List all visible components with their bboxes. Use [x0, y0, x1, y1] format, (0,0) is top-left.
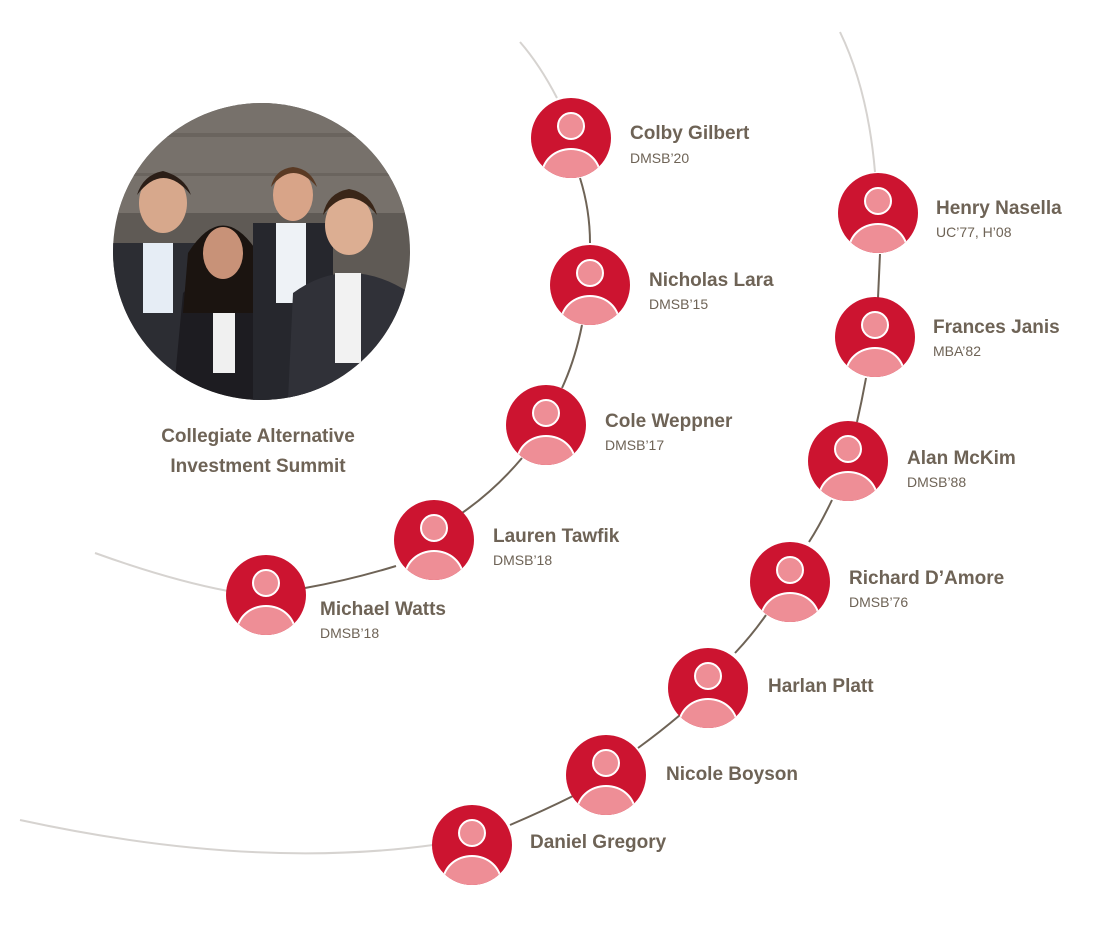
connector-lauren-michael: [304, 565, 397, 589]
caption-line-2: Investment Summit: [170, 456, 346, 477]
person-name-daniel-gregory[interactable]: Daniel Gregory: [530, 832, 667, 853]
person-class-michael-watts: DMSB’18: [320, 625, 380, 641]
person-body-icon: [818, 471, 878, 501]
person-name-richard-damore[interactable]: Richard D’Amore: [849, 568, 1005, 589]
right-outer-arc-bottom: [19, 819, 434, 855]
left-outer-arc-bottom: [94, 552, 229, 592]
avatar-lauren-tawfik[interactable]: [394, 500, 474, 580]
avatar-alan-mckim[interactable]: [808, 421, 888, 501]
person-head-icon: [776, 556, 804, 584]
person-body-icon: [541, 148, 601, 178]
person-name-nicole-boyson[interactable]: Nicole Boyson: [666, 764, 798, 785]
person-body-icon: [516, 435, 576, 465]
person-head-icon: [252, 569, 280, 597]
person-head-icon: [557, 112, 585, 140]
person-name-michael-watts[interactable]: Michael Watts: [320, 599, 446, 620]
person-name-colby-gilbert[interactable]: Colby Gilbert: [630, 123, 750, 144]
person-head-icon: [458, 819, 486, 847]
person-body-icon: [404, 550, 464, 580]
connector-frances-alan: [856, 377, 867, 423]
left-outer-arc-top: [519, 41, 558, 99]
person-body-icon: [678, 698, 738, 728]
person-head-icon: [694, 662, 722, 690]
connector-henry-frances: [877, 253, 881, 299]
connector-alan-richard: [808, 499, 833, 543]
person-name-alan-mckim[interactable]: Alan McKim: [907, 448, 1016, 469]
avatar-nicholas-lara[interactable]: [550, 245, 630, 325]
connector-nicholas-cole: [561, 324, 583, 389]
person-head-icon: [420, 514, 448, 542]
person-class-richard-damore: DMSB’76: [849, 594, 909, 610]
avatar-michael-watts[interactable]: [226, 555, 306, 635]
connector-cole-lauren: [461, 457, 523, 514]
connector-harlan-nicole: [637, 714, 681, 749]
person-name-harlan-platt[interactable]: Harlan Platt: [768, 676, 874, 697]
person-class-cole-weppner: DMSB’17: [605, 437, 665, 453]
avatar-frances-janis[interactable]: [835, 297, 915, 377]
avatar-henry-nasella[interactable]: [838, 173, 918, 253]
person-head-icon: [861, 311, 889, 339]
person-class-colby-gilbert: DMSB’20: [630, 150, 690, 166]
person-name-cole-weppner[interactable]: Cole Weppner: [605, 411, 733, 432]
person-body-icon: [848, 223, 908, 253]
person-class-nicholas-lara: DMSB’15: [649, 296, 709, 312]
avatar-harlan-platt[interactable]: [668, 648, 748, 728]
person-name-lauren-tawfik[interactable]: Lauren Tawfik: [493, 526, 620, 547]
avatar-richard-damore[interactable]: [750, 542, 830, 622]
person-body-icon: [845, 347, 905, 377]
person-head-icon: [834, 435, 862, 463]
caption-line-1: Collegiate Alternative: [161, 426, 355, 447]
avatar-colby-gilbert[interactable]: [531, 98, 611, 178]
avatar-cole-weppner[interactable]: [506, 385, 586, 465]
person-name-henry-nasella[interactable]: Henry Nasella: [936, 198, 1062, 219]
connector-colby-nicholas: [579, 177, 591, 244]
person-class-alan-mckim: DMSB’88: [907, 474, 967, 490]
person-body-icon: [560, 295, 620, 325]
avatar-nicole-boyson[interactable]: [566, 735, 646, 815]
avatar-daniel-gregory[interactable]: [432, 805, 512, 885]
right-outer-arc-top: [839, 31, 876, 173]
person-class-lauren-tawfik: DMSB’18: [493, 552, 553, 568]
event-caption: Collegiate Alternative Investment Summit: [118, 422, 398, 482]
person-name-frances-janis[interactable]: Frances Janis: [933, 317, 1060, 338]
person-body-icon: [576, 785, 636, 815]
person-head-icon: [576, 259, 604, 287]
group-photo: [113, 103, 410, 400]
person-body-icon: [442, 855, 502, 885]
person-body-icon: [760, 592, 820, 622]
person-head-icon: [592, 749, 620, 777]
person-body-icon: [236, 605, 296, 635]
person-head-icon: [864, 187, 892, 215]
person-head-icon: [532, 399, 560, 427]
person-class-henry-nasella: UC’77, H’08: [936, 224, 1012, 240]
person-class-frances-janis: MBA’82: [933, 343, 981, 359]
connector-nicole-daniel: [509, 795, 574, 826]
person-name-nicholas-lara[interactable]: Nicholas Lara: [649, 270, 774, 291]
